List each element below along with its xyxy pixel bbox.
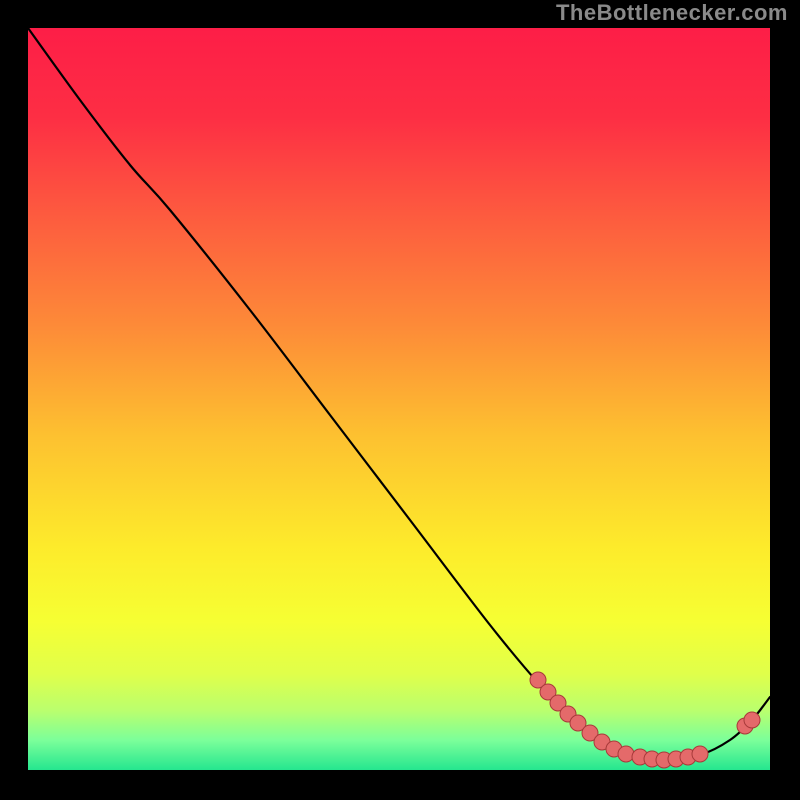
plot-background	[28, 28, 770, 770]
curve-marker	[618, 746, 634, 762]
bottleneck-curve-chart	[0, 0, 800, 800]
curve-marker	[744, 712, 760, 728]
chart-stage: TheBottlenecker.com	[0, 0, 800, 800]
curve-marker	[692, 746, 708, 762]
